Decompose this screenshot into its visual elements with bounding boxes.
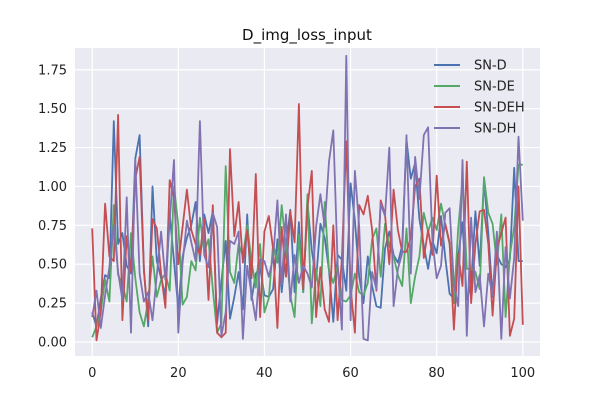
x-tick-label: 40: [256, 366, 273, 381]
legend-label-sn-dh: SN-DH: [474, 122, 516, 137]
y-tick-label: 1.25: [38, 141, 67, 156]
y-tick-label: 1.75: [38, 63, 67, 78]
x-tick-label: 20: [170, 366, 187, 381]
series-line-sn-deh: [91, 103, 524, 342]
legend: SN-D SN-DE SN-DEH SN-DH: [434, 59, 525, 137]
y-tick-label: 1.00: [38, 180, 67, 195]
chart-title: D_img_loss_input: [242, 26, 372, 45]
legend-label-sn-de: SN-DE: [474, 80, 515, 95]
series-layer: [91, 54, 524, 342]
x-tick-label: 100: [510, 366, 535, 381]
y-tick-label: 0.00: [38, 336, 67, 351]
x-tick-label: 0: [88, 366, 96, 381]
y-tick-label: 0.50: [38, 258, 67, 273]
legend-label-sn-d: SN-D: [474, 59, 507, 74]
x-tick-label: 60: [342, 366, 359, 381]
legend-label-sn-deh: SN-DEH: [474, 101, 525, 116]
series-line-sn-dh: [91, 54, 524, 342]
y-tick-label: 1.50: [38, 102, 67, 117]
x-tick-label: 80: [428, 366, 445, 381]
x-axis-ticks: 0 20 40 60 80 100: [88, 366, 535, 381]
y-tick-label: 0.25: [38, 297, 67, 312]
y-axis-ticks: 0.00 0.25 0.50 0.75 1.00 1.25 1.50 1.75: [38, 63, 67, 350]
y-tick-label: 0.75: [38, 219, 67, 234]
